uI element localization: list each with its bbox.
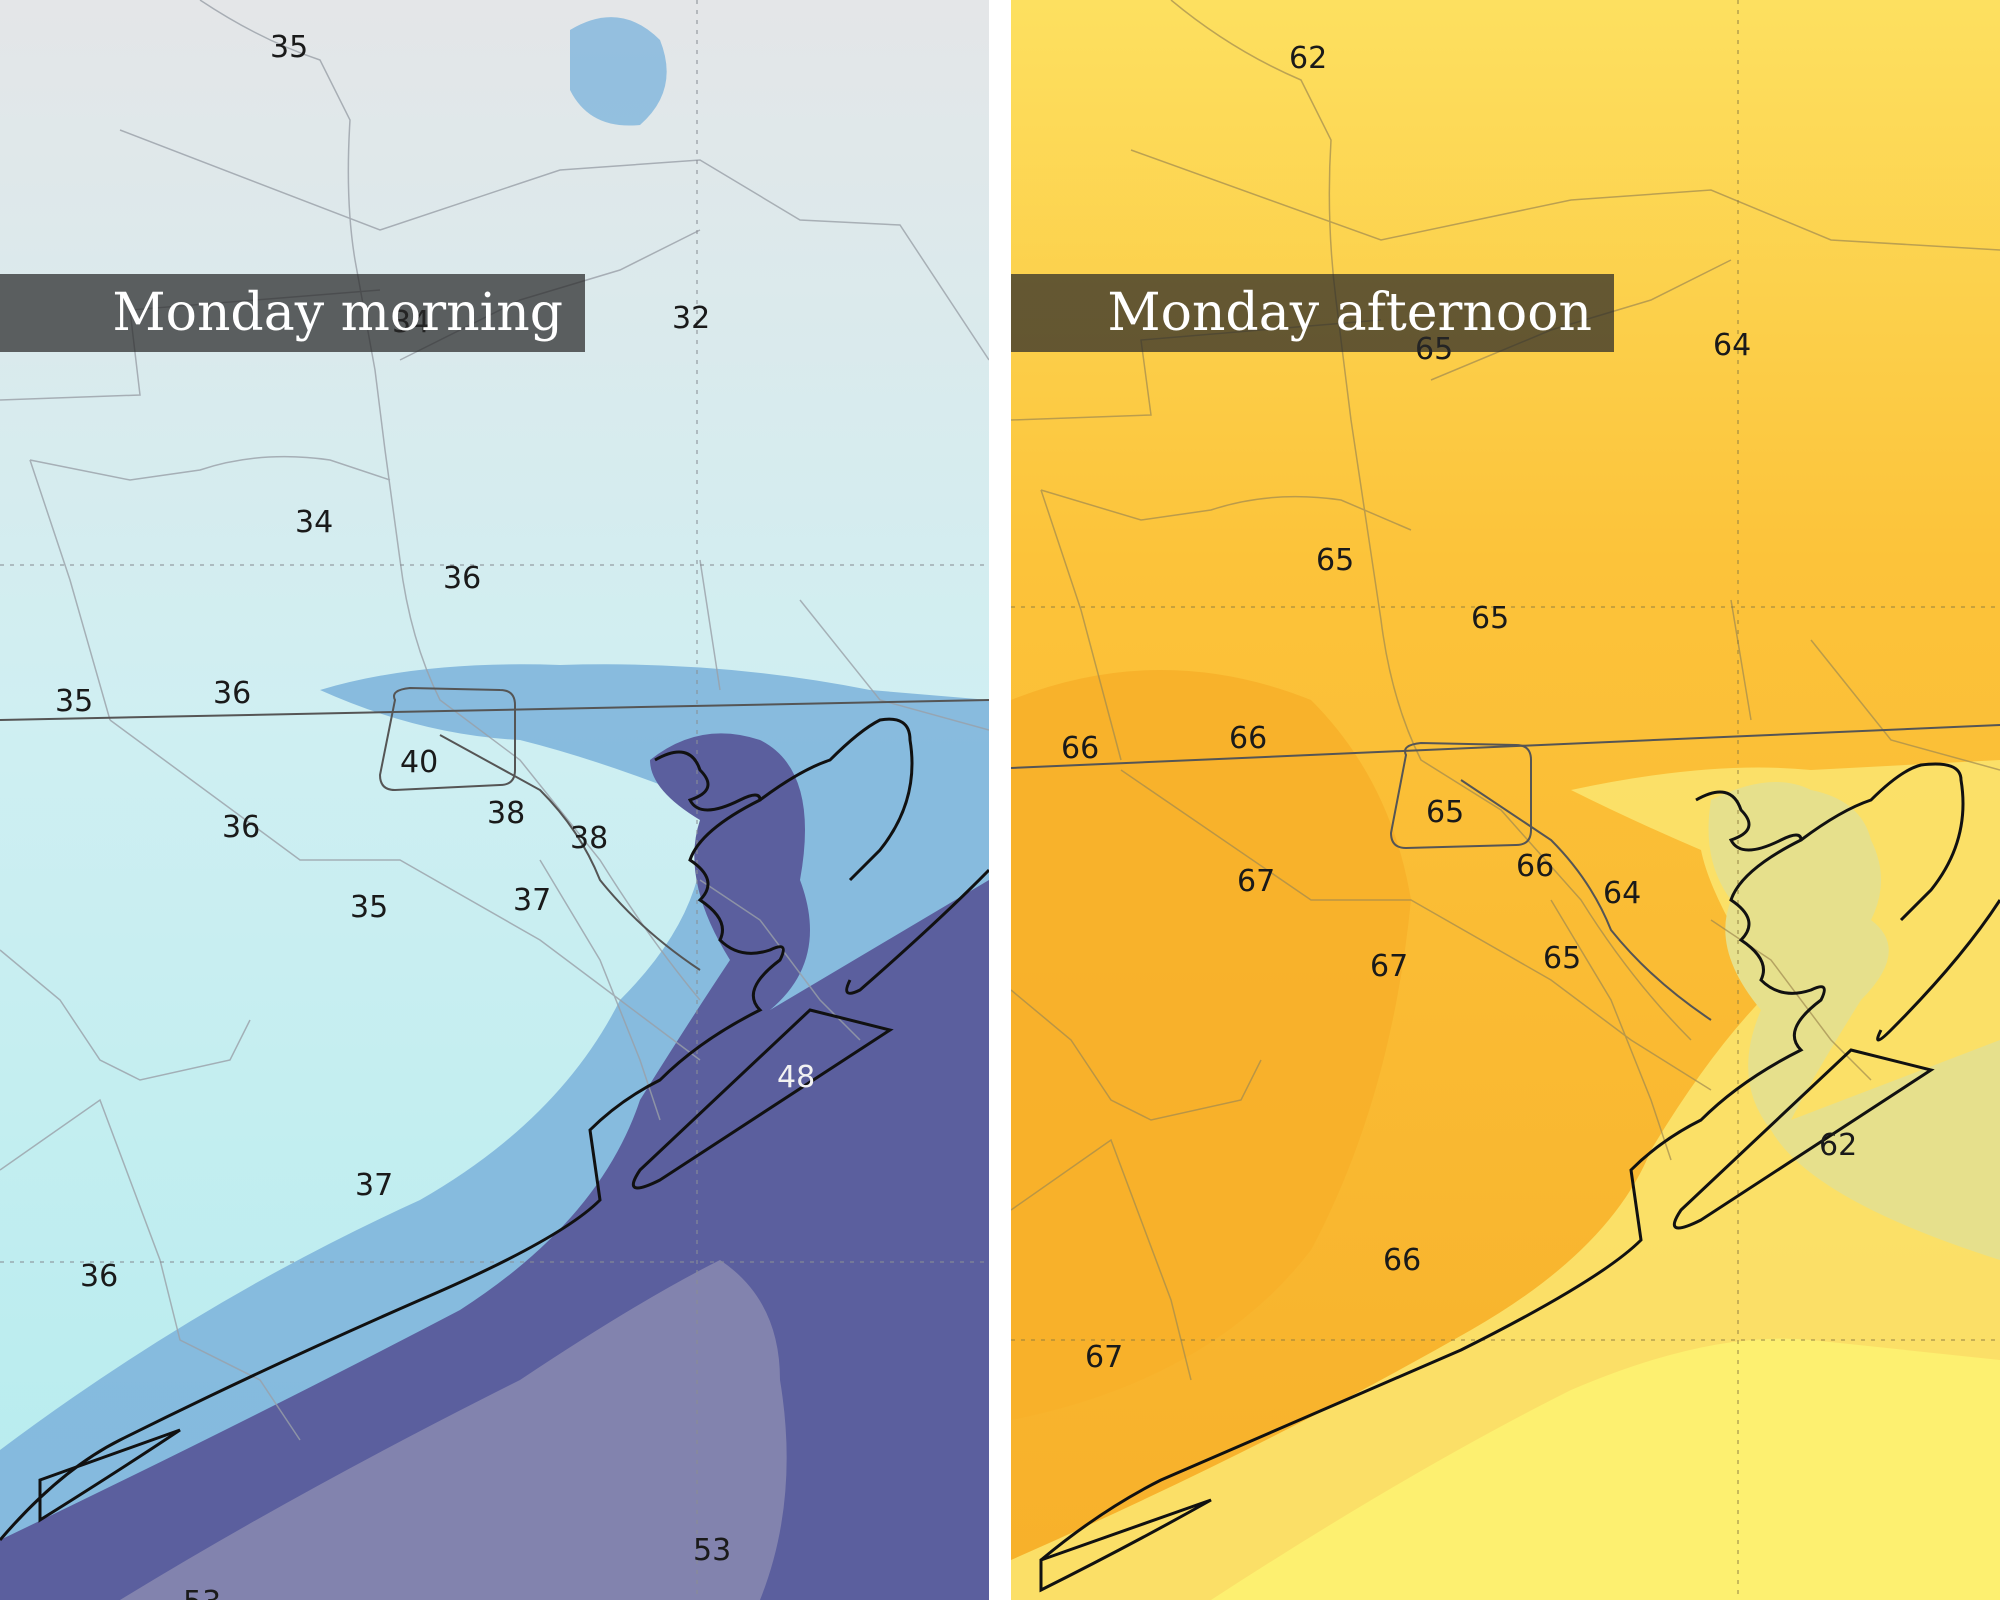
temperature-label: 67 bbox=[1237, 864, 1275, 899]
temperature-label: 32 bbox=[672, 301, 710, 336]
temperature-label: 65 bbox=[1471, 601, 1509, 636]
bay-shoreline bbox=[759, 717, 989, 995]
coastline bbox=[1040, 790, 1826, 1562]
houston-highways bbox=[1011, 724, 2000, 1021]
temperature-label: 35 bbox=[55, 684, 93, 719]
temperature-label: 38 bbox=[487, 796, 525, 831]
temperature-label: 67 bbox=[1085, 1340, 1123, 1375]
temperature-label: 64 bbox=[1603, 876, 1641, 911]
temperature-label: 64 bbox=[1713, 328, 1751, 363]
gulf-water-far bbox=[120, 1260, 787, 1600]
map-panel-morning: 35 34 32 34 36 35 36 40 38 38 36 35 37 4… bbox=[0, 0, 989, 1600]
temperature-label: 66 bbox=[1383, 1243, 1421, 1278]
temperature-labels: 62 65 64 65 65 66 66 65 66 64 67 67 65 6… bbox=[1061, 41, 1857, 1375]
temperature-label: 40 bbox=[400, 745, 438, 780]
morning-temperature-map: 35 34 32 34 36 35 36 40 38 38 36 35 37 4… bbox=[0, 0, 989, 1600]
temperature-label: 53 bbox=[183, 1585, 221, 1600]
houston-highways bbox=[0, 686, 989, 971]
temperature-label: 36 bbox=[80, 1259, 118, 1294]
coastline bbox=[0, 750, 785, 1541]
temperature-label: 65 bbox=[1543, 941, 1581, 976]
temperature-label: 67 bbox=[1370, 949, 1408, 984]
temperature-label: 65 bbox=[1316, 543, 1354, 578]
panel-title: Monday morning bbox=[0, 274, 585, 352]
temperature-label: 35 bbox=[270, 30, 308, 65]
graticule bbox=[0, 0, 989, 1600]
temperature-label: 62 bbox=[1289, 41, 1327, 76]
temperature-label: 62 bbox=[1819, 1128, 1857, 1163]
temperature-label: 53 bbox=[693, 1533, 731, 1568]
map-panel-afternoon: 62 65 64 65 65 66 66 65 66 64 67 67 65 6… bbox=[1011, 0, 2000, 1600]
panel-divider bbox=[989, 0, 1011, 1600]
temperature-label: 37 bbox=[513, 883, 551, 918]
cold-spot-north bbox=[570, 17, 667, 126]
barrier-island bbox=[38, 1008, 894, 1523]
county-lines bbox=[1011, 0, 2000, 1381]
temperature-label: 36 bbox=[443, 561, 481, 596]
panel-title: Monday afternoon bbox=[1011, 274, 1614, 352]
temperature-label: 66 bbox=[1061, 731, 1099, 766]
graticule bbox=[1011, 0, 2000, 1600]
temperature-label: 35 bbox=[350, 890, 388, 925]
temperature-label: 48 bbox=[777, 1060, 815, 1095]
temperature-label: 66 bbox=[1229, 721, 1267, 756]
temperature-label: 37 bbox=[355, 1168, 393, 1203]
temperature-labels: 35 34 32 34 36 35 36 40 38 38 36 35 37 4… bbox=[55, 30, 815, 1600]
temperature-label: 38 bbox=[570, 821, 608, 856]
temperature-label: 66 bbox=[1516, 849, 1554, 884]
temperature-label: 65 bbox=[1426, 795, 1464, 830]
temperature-label: 36 bbox=[222, 810, 260, 845]
bay-water bbox=[1708, 782, 2000, 1260]
temperature-label: 34 bbox=[295, 505, 333, 540]
barrier-island bbox=[1039, 1048, 1935, 1593]
gulf-water bbox=[1211, 1338, 2000, 1600]
bay-shoreline bbox=[1800, 762, 2000, 1042]
temperature-label: 36 bbox=[213, 676, 251, 711]
warm-core bbox=[1011, 670, 1411, 1420]
afternoon-temperature-map: 62 65 64 65 65 66 66 65 66 64 67 67 65 6… bbox=[1011, 0, 2000, 1600]
